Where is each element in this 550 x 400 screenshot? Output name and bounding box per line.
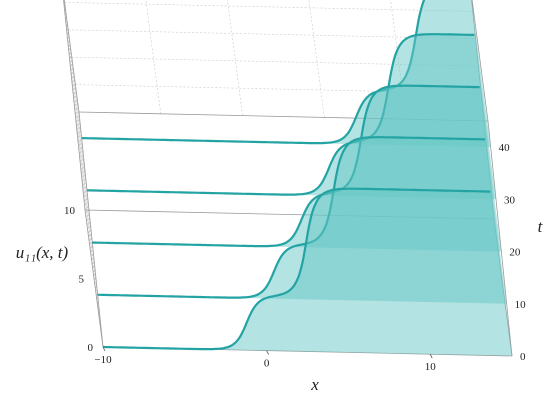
series-layer [81,0,512,356]
x-tick-label: 10 [425,361,437,373]
box-edge [63,0,86,211]
x-tick-label: 0 [264,358,270,370]
box-edge [471,0,489,122]
grid-line [64,2,89,238]
grid-line [308,0,325,118]
x-tick-label: −10 [94,354,112,366]
grid-line [227,0,243,116]
u-tick-label: 5 [79,274,85,286]
x-tick-mark [102,346,106,352]
series-curve-t0 [103,187,491,351]
box-edge [84,209,104,348]
t-tick-label: 0 [520,351,526,363]
grid-line [64,2,474,12]
x-tick-mark [266,350,269,355]
grid-line [79,157,98,295]
z-axis-label: u₁₁(x, t) [16,243,69,262]
series-curve-t30 [86,33,475,196]
box-edge [78,111,104,348]
grid-line [67,29,93,265]
x-tick-mark [429,354,433,359]
t-tick-label: 40 [499,142,511,154]
grid-line [63,1,82,139]
grid-line [145,0,162,114]
y-axis-label: t [538,217,544,236]
series-curve-t10 [97,136,486,299]
x-axis-label: x [310,375,319,394]
box-edge [63,0,80,113]
box-edge [487,120,513,357]
grid-line [68,53,88,191]
series-fill-t0 [103,188,512,356]
t-tick-label: 20 [509,247,521,259]
u-tick-label: 0 [88,342,94,354]
t-tick-label: 30 [504,194,516,206]
u-tick-label: 10 [64,205,76,217]
grid-line [74,105,93,243]
series-curve-t20 [92,84,480,248]
grid-line [71,57,97,293]
t-tick-label: 10 [515,299,527,311]
grid-line [75,84,100,320]
